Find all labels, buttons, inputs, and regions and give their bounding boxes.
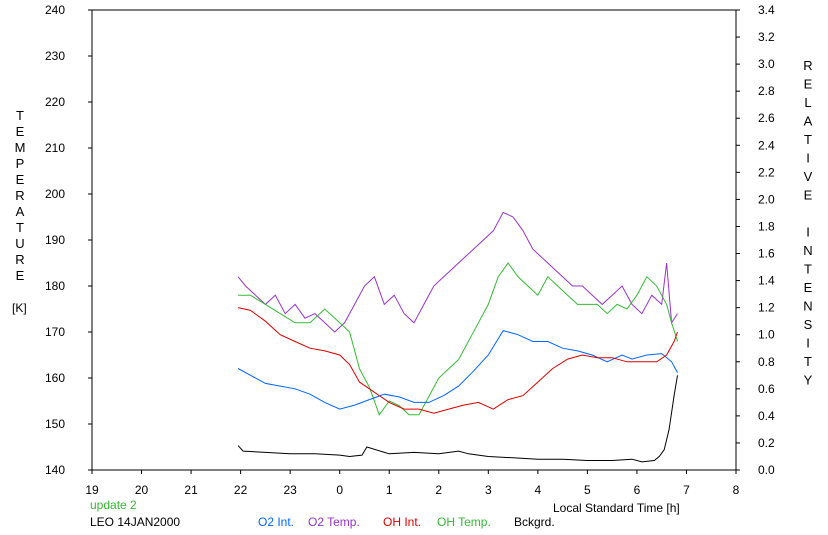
x-tick-label: 6 (634, 483, 641, 497)
y-right-tick-label: 3.2 (758, 30, 775, 44)
x-tick-label: 8 (733, 483, 740, 497)
chart-axes: 1401501601701801902002102202302400.00.20… (15, 3, 813, 497)
y-left-tick-label: 210 (45, 141, 65, 155)
series-o2-temp (237, 211, 678, 333)
series-bckgrd (237, 375, 678, 463)
y-left-tick-label: 240 (45, 3, 65, 17)
y-left-axis-label-letter: T (16, 220, 24, 235)
y-left-tick-label: 220 (45, 95, 65, 109)
y-left-axis-label-letter: A (16, 204, 25, 219)
y-right-axis-label-letter: I (806, 336, 810, 351)
y-left-tick-label: 180 (45, 279, 65, 293)
y-left-tick-label: 170 (45, 325, 65, 339)
y-right-axis-label-letter: T (804, 132, 812, 147)
x-tick-label: 19 (85, 483, 99, 497)
y-right-axis-label-letter: N (803, 243, 812, 258)
y-right-axis-label-letter: E (804, 280, 813, 295)
y-right-tick-label: 3.4 (758, 3, 775, 17)
legend-o2-temp: O2 Temp. (308, 515, 360, 529)
y-left-tick-label: 160 (45, 371, 65, 385)
y-right-tick-label: 2.6 (758, 111, 775, 125)
y-right-tick-label: 2.2 (758, 165, 775, 179)
chart-marks (237, 211, 678, 463)
y-right-tick-label: 0.2 (758, 436, 775, 450)
series-oh-temp (238, 262, 678, 416)
status-text: update 2 (90, 498, 137, 512)
y-left-axis-label-letter: P (16, 156, 25, 171)
legend-oh-temp: OH Temp. (437, 515, 491, 529)
x-tick-label: 22 (234, 483, 248, 497)
x-tick-label: 23 (283, 483, 297, 497)
legend-bckgrd: Bckgrd. (514, 515, 555, 529)
x-tick-label: 1 (386, 483, 393, 497)
y-right-axis-label-letter: T (804, 354, 812, 369)
y-left-axis-label-letter: T (16, 108, 24, 123)
series-o2-int (237, 330, 678, 410)
station-label: LEO 14JAN2000 (90, 515, 180, 529)
y-left-tick-label: 150 (45, 417, 65, 431)
y-left-axis-label-letter: U (15, 236, 24, 251)
y-left-tick-label: 190 (45, 233, 65, 247)
x-tick-label: 3 (485, 483, 492, 497)
x-axis-label: Local Standard Time [h] (553, 501, 680, 515)
legend-o2-int: O2 Int. (258, 515, 294, 529)
y-left-axis-label-letter: E (16, 124, 25, 139)
y-right-axis-label-letter: S (804, 317, 813, 332)
y-right-tick-label: 2.8 (758, 84, 775, 98)
y-right-axis-label-letter: E (804, 188, 813, 203)
y-left-axis-label-letter: M (15, 140, 26, 155)
y-left-axis-label-letter: R (15, 252, 24, 267)
y-right-tick-label: 1.6 (758, 247, 775, 261)
y-left-tick-label: 140 (45, 463, 65, 477)
plot-frame (91, 9, 737, 471)
y-right-tick-label: 2.4 (758, 138, 775, 152)
x-tick-label: 4 (535, 483, 542, 497)
y-right-tick-label: 0.8 (758, 355, 775, 369)
y-right-tick-label: 0.6 (758, 382, 775, 396)
y-right-tick-label: 0.0 (758, 463, 775, 477)
y-right-axis-label-letter: E (804, 77, 813, 92)
legend-oh-int: OH Int. (383, 515, 421, 529)
y-left-axis-label-letter: E (16, 268, 25, 283)
y-left-axis-label-letter: R (15, 188, 24, 203)
y-right-axis-label-letter: V (804, 169, 813, 184)
y-right-axis-label-letter: I (806, 225, 810, 240)
y-left-axis-label-letter: E (16, 172, 25, 187)
y-right-tick-label: 2.0 (758, 192, 775, 206)
y-right-axis-label-letter: I (806, 151, 810, 166)
x-tick-label: 2 (435, 483, 442, 497)
y-axis-unit: [K] (12, 301, 27, 315)
y-right-tick-label: 3.0 (758, 57, 775, 71)
y-right-tick-label: 0.4 (758, 409, 775, 423)
x-tick-label: 0 (336, 483, 343, 497)
y-right-axis-label-letter: A (804, 114, 813, 129)
y-right-axis-label-letter: Y (804, 373, 813, 388)
y-right-axis-label-letter: N (803, 299, 812, 314)
y-left-tick-label: 230 (45, 49, 65, 63)
x-tick-label: 20 (135, 483, 149, 497)
y-left-tick-label: 200 (45, 187, 65, 201)
y-right-axis-label-letter: R (803, 58, 812, 73)
y-right-tick-label: 1.8 (758, 219, 775, 233)
y-right-axis-label-letter: T (804, 262, 812, 277)
y-right-tick-label: 1.2 (758, 301, 775, 315)
series-oh-int (237, 307, 678, 414)
y-right-axis-label-letter: L (804, 95, 811, 110)
y-right-tick-label: 1.4 (758, 274, 775, 288)
y-right-tick-label: 1.0 (758, 328, 775, 342)
x-tick-label: 7 (683, 483, 690, 497)
x-tick-label: 5 (584, 483, 591, 497)
x-tick-label: 21 (184, 483, 198, 497)
